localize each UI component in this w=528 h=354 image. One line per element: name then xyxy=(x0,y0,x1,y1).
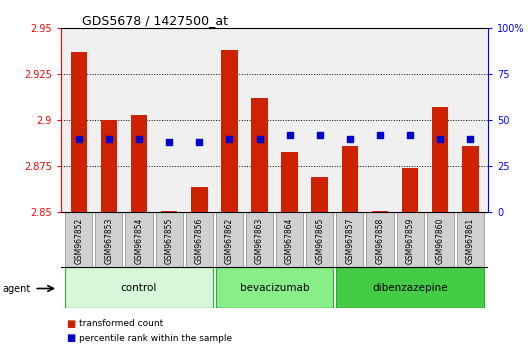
Bar xyxy=(397,212,423,267)
Point xyxy=(195,139,203,145)
Point xyxy=(105,136,113,142)
Text: GSM967861: GSM967861 xyxy=(466,218,475,264)
Text: GDS5678 / 1427500_at: GDS5678 / 1427500_at xyxy=(82,14,228,27)
Point xyxy=(165,139,173,145)
Bar xyxy=(186,212,213,267)
Text: GSM967862: GSM967862 xyxy=(225,218,234,264)
Bar xyxy=(216,267,333,308)
Bar xyxy=(126,212,153,267)
Bar xyxy=(342,146,358,212)
Point xyxy=(225,136,233,142)
Text: GSM967854: GSM967854 xyxy=(135,218,144,264)
Bar xyxy=(366,212,393,267)
Text: GSM967863: GSM967863 xyxy=(255,218,264,264)
Bar xyxy=(306,212,333,267)
Text: percentile rank within the sample: percentile rank within the sample xyxy=(79,333,232,343)
Bar xyxy=(372,211,388,212)
Bar xyxy=(246,212,273,267)
Text: GSM967855: GSM967855 xyxy=(165,218,174,264)
Text: dibenzazepine: dibenzazepine xyxy=(372,282,448,293)
Text: GSM967865: GSM967865 xyxy=(315,218,324,264)
Text: GSM967858: GSM967858 xyxy=(375,218,384,264)
Bar xyxy=(221,50,238,212)
Point xyxy=(376,132,384,138)
Text: GSM967864: GSM967864 xyxy=(285,218,294,264)
Bar xyxy=(191,187,208,212)
Point xyxy=(316,132,324,138)
Bar xyxy=(276,212,303,267)
Bar xyxy=(65,267,213,308)
Point xyxy=(346,136,354,142)
Text: GSM967852: GSM967852 xyxy=(74,218,83,264)
Bar xyxy=(336,267,484,308)
Text: agent: agent xyxy=(3,284,31,293)
Bar xyxy=(216,212,243,267)
Bar xyxy=(457,212,484,267)
Text: bevacizumab: bevacizumab xyxy=(240,282,309,293)
Text: transformed count: transformed count xyxy=(79,319,164,329)
Bar xyxy=(251,98,268,212)
Text: GSM967853: GSM967853 xyxy=(105,218,114,264)
Text: GSM967860: GSM967860 xyxy=(436,218,445,264)
Bar xyxy=(427,212,454,267)
Point xyxy=(135,136,143,142)
Text: control: control xyxy=(121,282,157,293)
Text: GSM967857: GSM967857 xyxy=(345,218,354,264)
Bar xyxy=(281,152,298,212)
Bar xyxy=(96,212,122,267)
Text: GSM967856: GSM967856 xyxy=(195,218,204,264)
Point xyxy=(255,136,263,142)
Bar xyxy=(71,52,87,212)
Text: ■: ■ xyxy=(66,319,76,329)
Bar xyxy=(156,212,183,267)
Bar xyxy=(462,146,478,212)
Bar xyxy=(101,120,117,212)
Bar xyxy=(65,212,92,267)
Point xyxy=(466,136,475,142)
Bar xyxy=(336,212,363,267)
Point xyxy=(74,136,83,142)
Text: ■: ■ xyxy=(66,333,76,343)
Bar xyxy=(432,108,448,212)
Bar xyxy=(312,177,328,212)
Text: GSM967859: GSM967859 xyxy=(406,218,414,264)
Point xyxy=(436,136,445,142)
Point xyxy=(286,132,294,138)
Bar xyxy=(402,168,418,212)
Bar xyxy=(161,211,177,212)
Point xyxy=(406,132,414,138)
Bar xyxy=(131,115,147,212)
